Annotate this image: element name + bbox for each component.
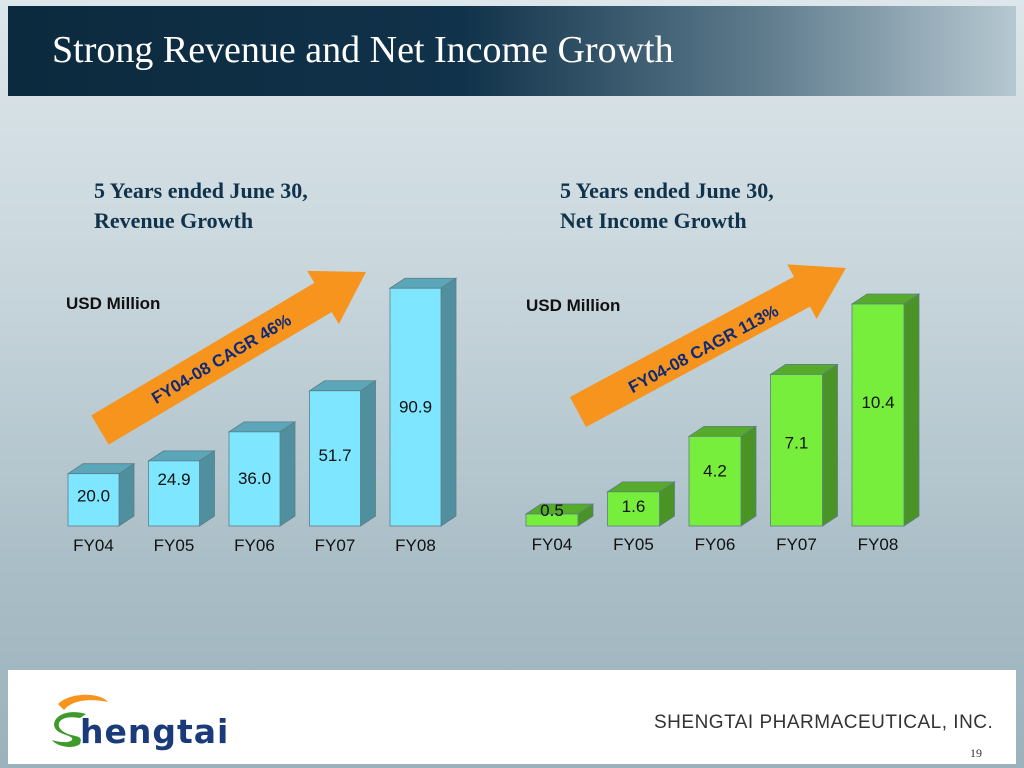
category-label: FY06 [695, 535, 736, 554]
bar-value-label: 20.0 [77, 487, 110, 506]
bar-value-label: 4.2 [703, 461, 727, 480]
revenue-unit-label: USD Million [66, 294, 161, 313]
revenue-subtitle-line1: 5 Years ended June 30, [94, 178, 308, 203]
bar-fy07 [308, 380, 377, 527]
income-subtitle-line2: Net Income Growth [560, 208, 747, 233]
bar-fy07 [769, 363, 839, 527]
page-number: 19 [970, 746, 982, 760]
category-label: FY05 [154, 536, 195, 555]
category-label: FY06 [234, 536, 275, 555]
bar-fy05 [606, 481, 676, 527]
bar-value-label: 1.6 [622, 497, 646, 516]
cagr-label: FY04-08 CAGR 113% [625, 301, 781, 397]
bar-value-label: 90.9 [399, 397, 432, 416]
bar-value-label: 10.4 [861, 393, 894, 412]
bar-fy04 [524, 503, 595, 527]
category-label: FY08 [395, 536, 436, 555]
cagr-label: FY04-08 CAGR 46% [148, 310, 294, 407]
income-subtitle-line1: 5 Years ended June 30, [560, 178, 774, 203]
bar-fy05 [147, 450, 216, 527]
bar-fy08 [388, 277, 458, 527]
shengtai-logo: hengtai [50, 690, 250, 751]
bar-fy04 [66, 462, 136, 527]
bar-fy06 [227, 421, 297, 527]
company-name: SHENGTAI PHARMACEUTICAL, INC. [654, 712, 994, 733]
income-chart-subtitle: 5 Years ended June 30, Net Income Growth [560, 176, 774, 236]
logo-wordmark: hengtai [80, 712, 230, 751]
category-label: FY04 [73, 536, 114, 555]
bar-value-label: 51.7 [318, 446, 351, 465]
bar-value-label: 24.9 [157, 470, 190, 489]
bar-value-label: 7.1 [785, 433, 809, 452]
income-bar-chart: 0.5 FY04 1.6 FY05 4.2 FY06 7.1 FY07 10.4 FY08 [524, 293, 921, 554]
bar-value-label: 0.5 [540, 501, 564, 520]
bar-fy08 [850, 293, 921, 527]
page-title: Strong Revenue and Net Income Growth [52, 29, 674, 71]
title-bar: Strong Revenue and Net Income Growth [8, 6, 1016, 96]
category-label: FY04 [532, 535, 573, 554]
revenue-subtitle-line2: Revenue Growth [94, 208, 254, 233]
revenue-chart-subtitle: 5 Years ended June 30, Revenue Growth [94, 176, 308, 236]
cagr-arrow-shape [91, 270, 366, 445]
category-label: FY07 [315, 536, 356, 555]
logo-swoosh-icon [52, 694, 108, 747]
category-label: FY08 [858, 535, 899, 554]
revenue-bar-chart: 20.0 FY04 24.9 FY05 36.0 FY06 51.7 FY07 90.9 FY08 [66, 277, 458, 555]
income-unit-label: USD Million [526, 296, 621, 315]
bar-value-label: 36.0 [238, 469, 271, 488]
cagr-arrow-shape [569, 264, 847, 427]
bar-fy06 [687, 425, 758, 527]
footer: hengtai SHENGTAI PHARMACEUTICAL, INC. 19 [8, 670, 1016, 764]
category-label: FY07 [776, 535, 817, 554]
category-label: FY05 [613, 535, 654, 554]
